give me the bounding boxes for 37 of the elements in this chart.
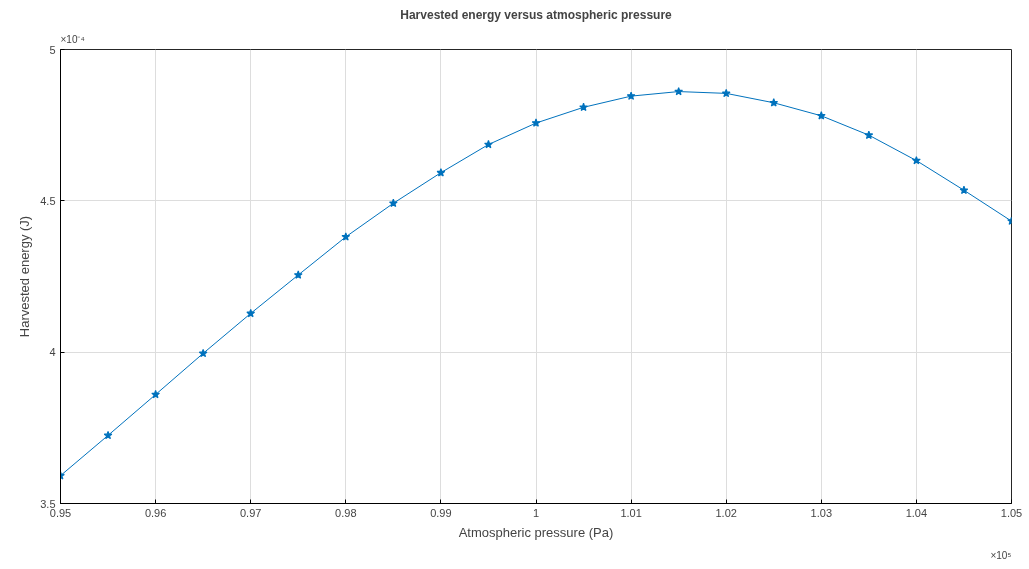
text: ×10⁻⁴	[60, 33, 85, 45]
x-tick-label: 0.96	[144, 506, 167, 519]
point	[388, 198, 398, 208]
point	[293, 270, 303, 279]
x-tick-label: 1.02	[715, 506, 737, 519]
x-tick-label: 0.98	[335, 506, 357, 519]
point	[151, 389, 160, 399]
point	[484, 139, 493, 149]
point	[626, 91, 636, 100]
y-tick-label: 4.5	[40, 194, 56, 207]
x-tick-label: 1.05	[1000, 506, 1023, 519]
point	[531, 118, 541, 127]
x-tick-label: 0.99	[430, 506, 452, 519]
x-tick-label: 1	[532, 506, 540, 519]
point	[721, 88, 731, 98]
x-tick-label: 0.97	[240, 506, 262, 519]
x-tick-label: 1.03	[810, 506, 833, 519]
point	[579, 102, 588, 112]
point	[674, 86, 684, 96]
point	[246, 308, 256, 318]
x-axis-title: Atmospheric pressure (Pa)	[458, 524, 614, 540]
x-tick-label: 1.01	[620, 506, 642, 519]
point	[198, 348, 208, 358]
point	[816, 111, 826, 120]
y-tick-label: 5	[49, 43, 56, 56]
point	[341, 232, 351, 241]
point	[103, 430, 113, 440]
point	[864, 130, 874, 139]
chart-title: Harvested energy versus atmospheric pressure	[400, 7, 673, 22]
point	[769, 98, 779, 107]
point	[436, 168, 446, 177]
y-tick-label: 4	[49, 346, 56, 359]
x-tick-label: 1.04	[905, 506, 928, 519]
point	[959, 185, 969, 195]
text: ×10⁵	[990, 549, 1012, 561]
point	[912, 155, 921, 165]
y-axis-title: Harvested energy (J)	[17, 215, 33, 338]
